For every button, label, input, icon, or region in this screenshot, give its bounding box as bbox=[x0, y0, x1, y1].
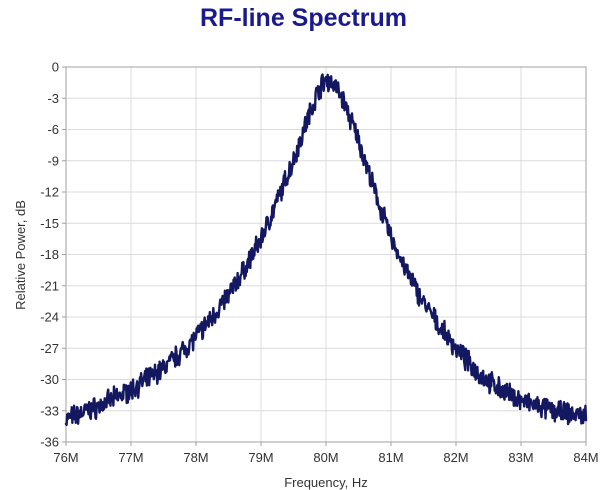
y-tick-label: -36 bbox=[40, 435, 59, 450]
y-tick-label: -18 bbox=[40, 247, 59, 262]
y-tick-label: -9 bbox=[47, 153, 59, 168]
y-tick-label: -30 bbox=[40, 372, 59, 387]
x-tick-label: 84M bbox=[573, 450, 598, 465]
x-tick-label: 80M bbox=[313, 450, 338, 465]
axes-layer: 76M 77M 78M 79M 80M 81M 82M 83M 84M 0 -3 -6 -9 -12 -15… bbox=[40, 60, 598, 466]
x-tick-label: 76M bbox=[53, 450, 78, 465]
x-tick-label: 78M bbox=[183, 450, 208, 465]
plot-frame bbox=[65, 66, 587, 443]
labels-layer: Frequency, Hz Relative Power, dB bbox=[13, 200, 368, 490]
x-tick-label: 77M bbox=[118, 450, 143, 465]
y-tick-label: -12 bbox=[40, 185, 59, 200]
x-tick-label: 83M bbox=[508, 450, 533, 465]
y-axis-label: Relative Power, dB bbox=[13, 200, 28, 310]
y-tick-label: 0 bbox=[52, 60, 59, 75]
y-tick-label: -3 bbox=[47, 91, 59, 106]
spectrum-line bbox=[64, 73, 588, 426]
x-tick-label: 79M bbox=[248, 450, 273, 465]
series-layer bbox=[64, 73, 588, 426]
y-tick-label: -15 bbox=[40, 216, 59, 231]
y-tick-label: -27 bbox=[40, 341, 59, 356]
y-tick-label: -33 bbox=[40, 403, 59, 418]
x-tick-label: 82M bbox=[443, 450, 468, 465]
x-axis-label: Frequency, Hz bbox=[284, 475, 368, 490]
chart-title: RF-line Spectrum bbox=[200, 4, 407, 32]
y-tick-label: -6 bbox=[47, 122, 59, 137]
y-tick-label: -21 bbox=[40, 278, 59, 293]
y-tick-label: -24 bbox=[40, 310, 59, 325]
x-tick-label: 81M bbox=[378, 450, 403, 465]
